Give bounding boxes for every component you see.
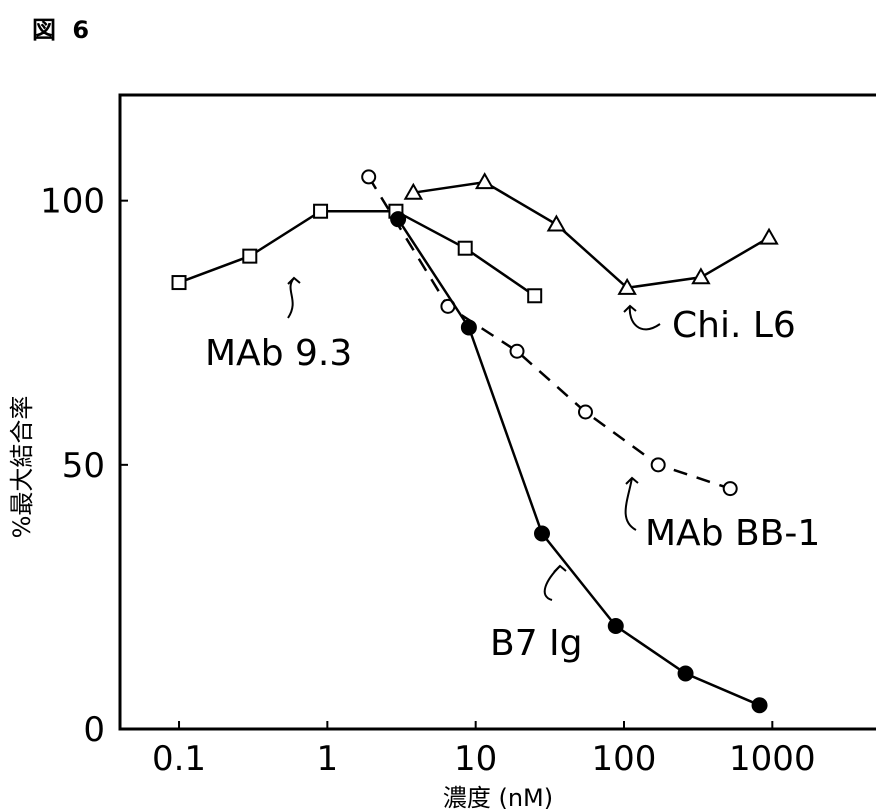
series-labels: MAb 9.3 Chi. L6 MAb BB-1 B7 Ig — [205, 278, 820, 664]
series-label: B7 Ig — [490, 623, 583, 664]
label-arrow — [545, 566, 560, 600]
y-tick-label: 0 — [83, 710, 105, 750]
data-point-square — [528, 289, 541, 302]
series-layer — [173, 170, 777, 712]
data-point-triangle — [477, 174, 493, 188]
data-point-filled — [678, 666, 693, 681]
label-arrow — [626, 478, 636, 530]
series-chi-l6 — [405, 174, 777, 294]
x-tick-label: 1 — [317, 739, 339, 779]
data-point-circle — [579, 406, 592, 419]
data-point-square — [314, 205, 327, 218]
data-point-square — [459, 242, 472, 255]
data-point-triangle — [761, 230, 777, 244]
data-point-filled — [461, 320, 476, 335]
data-point-filled — [608, 618, 623, 633]
label-chi-l6: Chi. L6 — [624, 305, 796, 346]
label-mab-9-3: MAb 9.3 — [205, 278, 352, 374]
data-point-triangle — [693, 269, 709, 283]
data-point-filled — [391, 212, 406, 227]
x-axis-label: 濃度 (nM) — [443, 784, 553, 812]
data-point-square — [173, 276, 186, 289]
series-line — [179, 211, 535, 296]
arrow-head — [288, 278, 300, 284]
series-mab-9-3 — [173, 205, 542, 303]
data-point-filled — [534, 526, 549, 541]
data-point-triangle — [548, 216, 564, 230]
arrow-head — [554, 566, 566, 572]
axes: 0.1 1 10 100 1000 0 50 100 濃度 (nM) %最大結合率 — [8, 95, 876, 812]
y-axis-label: %最大結合率 — [8, 396, 36, 539]
x-tick-label: 100 — [592, 739, 657, 779]
y-tick-label: 50 — [62, 446, 105, 486]
x-tick-label: 1000 — [729, 739, 816, 779]
data-point-square — [243, 250, 256, 263]
series-label: MAb 9.3 — [205, 333, 352, 374]
data-point-circle — [362, 170, 375, 183]
x-tick-label: 0.1 — [152, 739, 206, 779]
series-label: Chi. L6 — [672, 305, 796, 346]
data-point-circle — [724, 482, 737, 495]
series-line — [413, 182, 769, 288]
data-point-circle — [511, 345, 524, 358]
label-b7-ig: B7 Ig — [490, 566, 583, 664]
data-point-filled — [752, 698, 767, 713]
x-tick-label: 10 — [454, 739, 497, 779]
data-point-circle — [652, 458, 665, 471]
y-tick-label: 100 — [40, 182, 105, 222]
series-label: MAb BB-1 — [645, 513, 820, 554]
